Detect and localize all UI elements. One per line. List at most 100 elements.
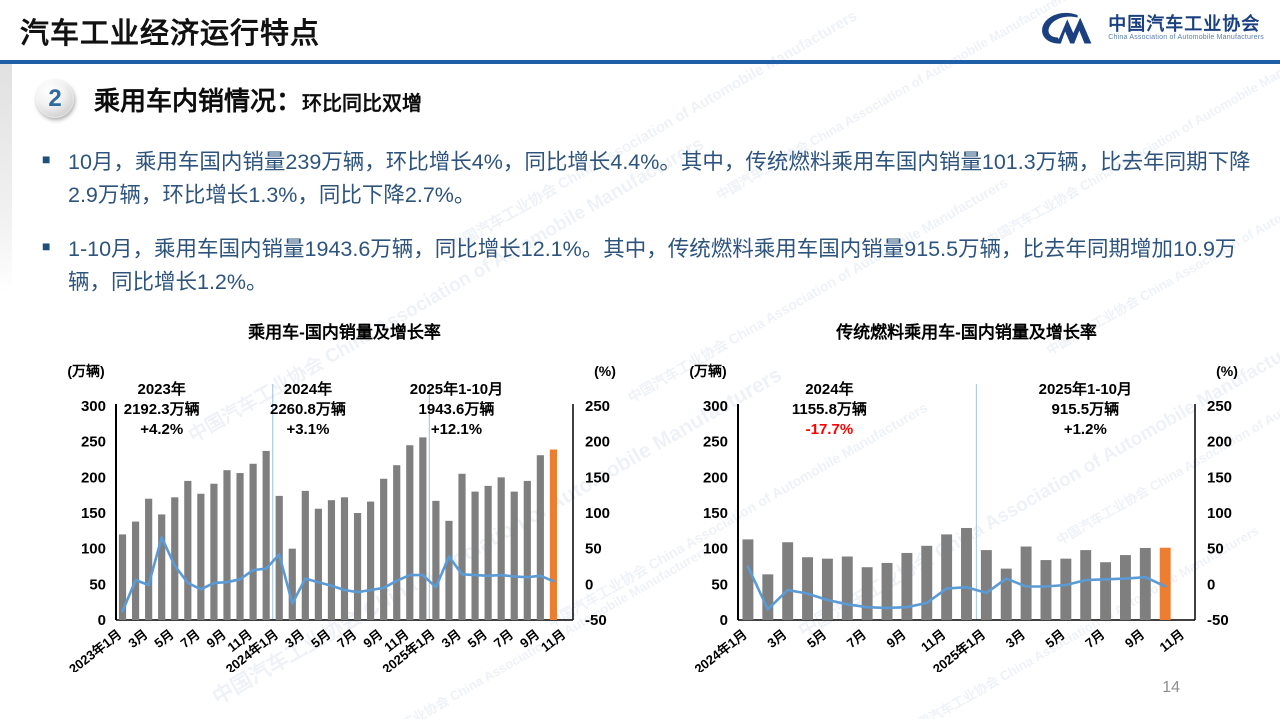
year-summary-annotation: +4.2% — [140, 421, 183, 438]
x-tick-label: 5月 — [1043, 627, 1068, 651]
page-title: 汽车工业经济运行特点 — [20, 18, 321, 50]
bar — [497, 477, 505, 620]
year-summary-annotation: 2023年 — [138, 380, 186, 398]
bar — [802, 557, 814, 620]
right-y-tick-label: -50 — [585, 612, 607, 629]
bar — [921, 545, 933, 620]
bar — [353, 513, 362, 620]
x-tick-label: 3月 — [282, 627, 307, 651]
bar — [158, 514, 166, 620]
right-y-tick-label: 250 — [1207, 398, 1232, 415]
bar — [1159, 547, 1171, 620]
bar — [1040, 560, 1052, 620]
bullet-list: ■ 10月，乘用车国内销量239万辆，环比增长4%，同比增长4.4%。其中，传统… — [42, 146, 1254, 321]
chart-title: 乘用车-国内销量及增长率 — [247, 322, 441, 342]
x-tick-label: 11月 — [1157, 627, 1187, 655]
left-y-tick-label: 300 — [81, 398, 106, 415]
bar — [742, 539, 754, 620]
chart-passenger-domestic-sales: 乘用车-国内销量及增长率 (万辆) (%) 300 250 200 150 100 50 0 250… — [38, 316, 638, 677]
bar — [458, 473, 466, 620]
x-tick-label: 7月 — [1082, 627, 1107, 651]
x-tick-label: 2023年1月 — [66, 627, 124, 672]
bar — [1060, 558, 1072, 620]
year-summary-annotation: 1943.6万辆 — [419, 400, 495, 418]
bar — [471, 491, 479, 620]
x-tick-label: 7月 — [178, 627, 203, 651]
left-decor-strip — [0, 64, 12, 294]
bar — [1000, 568, 1012, 620]
right-y-tick-label: 150 — [1207, 469, 1232, 486]
bar — [184, 480, 192, 620]
year-summary-annotation: 2024年 — [805, 380, 853, 398]
bar — [314, 508, 322, 620]
left-y-tick-label: 50 — [711, 576, 728, 593]
logo-text-cn: 中国汽车工业协会 — [1108, 13, 1261, 34]
right-y-tick-label: 50 — [585, 541, 602, 558]
left-axis-unit: (万辆) — [689, 363, 726, 379]
bar — [236, 473, 244, 620]
x-tick-label: 9月 — [884, 627, 909, 651]
x-tick-label: 5月 — [151, 627, 176, 651]
bar — [1080, 550, 1092, 620]
year-summary-annotation: +12.1% — [431, 421, 482, 438]
left-y-tick-label: 0 — [720, 612, 728, 629]
section-number-badge: 2 — [36, 80, 74, 118]
bar — [327, 500, 336, 620]
year-summary-annotation: 2260.8万辆 — [270, 400, 346, 418]
year-summary-annotation: 1155.8万辆 — [792, 400, 867, 418]
right-y-tick-label: 200 — [585, 434, 610, 451]
bar — [393, 465, 401, 620]
bars-group — [742, 527, 1171, 620]
x-tick-label: 5月 — [804, 627, 829, 651]
bar — [367, 501, 375, 620]
bar — [1100, 562, 1112, 620]
year-summary-annotation: 2192.3万辆 — [124, 400, 200, 418]
left-axis-unit: (万辆) — [67, 363, 104, 379]
bar — [197, 493, 205, 620]
bar — [861, 567, 873, 620]
bar — [210, 483, 218, 620]
section-title: 乘用车内销情况： — [94, 85, 303, 116]
right-y-tick-label: 0 — [585, 576, 593, 593]
right-y-tick-label: 200 — [1207, 434, 1232, 451]
left-y-tick-label: 250 — [81, 434, 106, 451]
year-summary-annotation: +1.2% — [1064, 421, 1107, 438]
left-y-tick-label: 0 — [98, 612, 106, 629]
left-y-tick-label: 100 — [703, 541, 728, 558]
x-tick-label: 7月 — [334, 627, 359, 651]
bar — [841, 556, 853, 620]
section-title-row: 乘用车内销情况： 环比同比双增 — [94, 81, 422, 118]
bar — [301, 490, 309, 620]
bar — [980, 550, 992, 620]
year-summary-annotation: 915.5万辆 — [1052, 400, 1120, 418]
chart-fuel-passenger-domestic-sales: 传统燃料乘用车-国内销量及增长率 (万辆) (%) 300 250 200 150 100 50… — [660, 316, 1260, 677]
right-y-tick-label: 100 — [1207, 505, 1232, 522]
left-y-tick-label: 200 — [703, 469, 728, 486]
bar — [523, 480, 531, 620]
x-tick-label: 9月 — [517, 627, 542, 651]
bar — [1020, 546, 1032, 620]
bar — [432, 500, 440, 620]
header-divider — [0, 60, 1280, 64]
bar — [445, 520, 453, 620]
x-tick-label: 9月 — [1122, 627, 1147, 651]
year-summary-annotation: 2025年1-10月 — [1039, 380, 1132, 398]
bar — [1119, 555, 1131, 620]
bar — [510, 491, 518, 620]
caam-logo: 中国汽车工业协会 China Association of Automobile… — [1038, 8, 1264, 48]
bar — [1139, 547, 1151, 620]
charts-row: 乘用车-国内销量及增长率 (万辆) (%) 300 250 200 150 100 50 0 250… — [0, 316, 1280, 677]
x-tick-label: 3月 — [439, 627, 464, 651]
bullet-square-icon: ■ — [42, 151, 51, 167]
year-summary-annotation: 2024年 — [284, 380, 332, 398]
year-summary-annotation: +3.1% — [286, 421, 329, 438]
bar — [941, 534, 953, 620]
bullet-item-2: ■ 1-10月，乘用车国内销量1943.6万辆，同比增长12.1%。其中，传统燃… — [42, 233, 1254, 298]
growth-rate-line — [746, 565, 1167, 611]
x-tick-label: 3月 — [764, 627, 789, 651]
bar — [536, 455, 544, 620]
bar — [223, 470, 231, 620]
bar — [171, 497, 179, 620]
